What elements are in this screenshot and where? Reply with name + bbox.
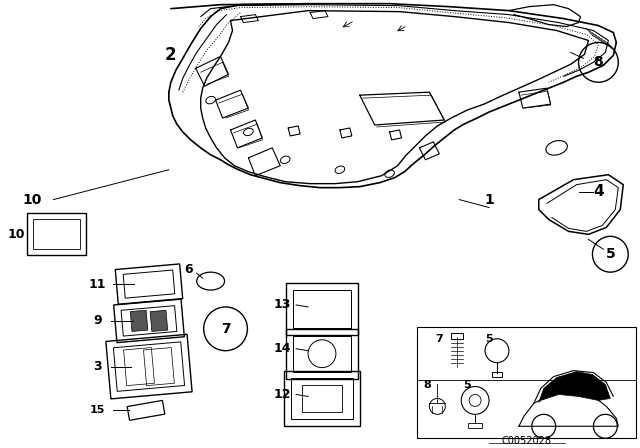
- Text: 8: 8: [593, 56, 604, 69]
- Text: 3: 3: [93, 360, 102, 373]
- Text: 5: 5: [605, 247, 615, 261]
- Text: 2: 2: [165, 47, 177, 65]
- Polygon shape: [131, 310, 148, 332]
- Circle shape: [593, 414, 618, 438]
- Text: 14: 14: [273, 342, 291, 355]
- Text: 10: 10: [22, 193, 42, 207]
- Text: 12: 12: [273, 388, 291, 401]
- Text: 10: 10: [8, 228, 26, 241]
- Circle shape: [532, 414, 556, 438]
- Text: 7: 7: [435, 334, 443, 344]
- Text: 1: 1: [484, 193, 494, 207]
- Text: 15: 15: [90, 405, 105, 415]
- Text: 7: 7: [221, 322, 230, 336]
- Text: 11: 11: [88, 278, 106, 291]
- Polygon shape: [539, 371, 611, 402]
- Text: 9: 9: [93, 314, 102, 327]
- Text: 4: 4: [593, 184, 604, 199]
- Text: 5: 5: [485, 334, 493, 344]
- Text: 6: 6: [184, 263, 193, 276]
- Text: 13: 13: [273, 298, 291, 311]
- Polygon shape: [150, 310, 168, 332]
- Text: 5: 5: [463, 379, 471, 389]
- Text: C0052028: C0052028: [502, 436, 552, 446]
- Text: 8: 8: [424, 379, 431, 389]
